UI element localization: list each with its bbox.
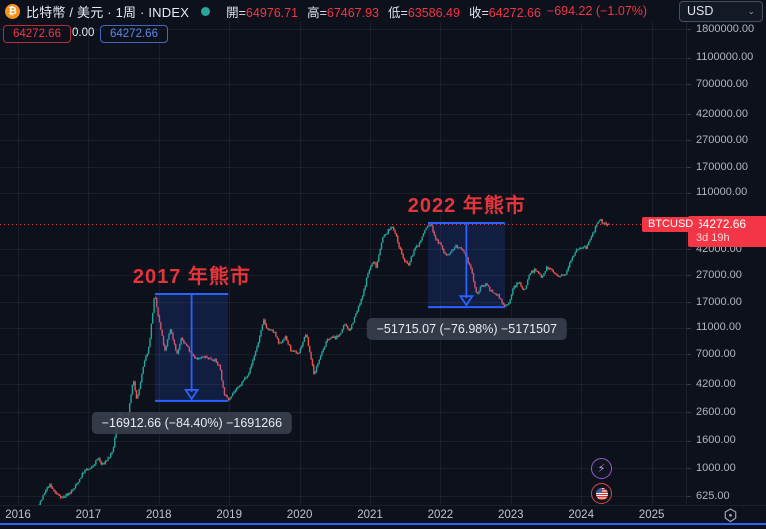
price-tick-mark xyxy=(687,412,691,414)
price-tick-label: 700000.00 xyxy=(696,77,748,90)
price-tick-label: 7000.00 xyxy=(696,347,736,360)
current-price-tag: 64272.66 3d 19h xyxy=(688,216,766,247)
price-tick-mark xyxy=(687,384,691,386)
ohlc-item: 高=67467.93 xyxy=(307,5,380,20)
price-tick-label: 11000.00 xyxy=(696,321,742,334)
alert-price-badge-red[interactable]: 64272.66 xyxy=(3,25,71,43)
bear-market-annotation[interactable]: 2022 年熊市 xyxy=(407,194,526,217)
measurement-result-label: −51715.07 (−76.98%) −5171507 xyxy=(366,317,567,340)
price-tick-label: 625.00 xyxy=(696,489,730,502)
price-change: −694.22 (−1.07%) xyxy=(546,4,647,18)
year-tick-label: 2019 xyxy=(216,509,242,521)
event-marker-us-economy[interactable] xyxy=(591,483,612,504)
alert-price-badge-blue[interactable]: 64272.66 xyxy=(100,25,168,43)
measurement-result-label: −16912.66 (−84.40%) −1691266 xyxy=(91,411,293,434)
price-tick-label: 420000.00 xyxy=(696,107,748,120)
price-tick-label: 110000.00 xyxy=(696,186,748,199)
chevron-down-icon: ⌄ xyxy=(747,5,755,16)
price-tick-label: 1600.00 xyxy=(696,434,736,447)
market-status-icon xyxy=(201,6,211,16)
year-tick-label: 2016 xyxy=(5,509,31,521)
year-tick-label: 2022 xyxy=(427,509,454,521)
price-tick-label: 27000.00 xyxy=(696,268,742,281)
chart-toolbar: ₿ 比特幣 / 美元 · 1周 · INDEX 開=64976.71 高=6746… xyxy=(0,0,766,22)
currency-value: USD xyxy=(687,4,714,18)
time-axis-settings-icon[interactable] xyxy=(722,507,739,524)
price-tick-label: 4200.00 xyxy=(696,377,736,390)
price-range-measurement[interactable] xyxy=(428,221,506,308)
price-tick-label: 270000.00 xyxy=(696,133,748,146)
ohlc-item: 低=63586.49 xyxy=(388,5,460,20)
spread-value: 0.00 xyxy=(72,27,95,39)
price-tick-mark xyxy=(687,84,691,86)
currency-dropdown[interactable]: USD ⌄ xyxy=(679,0,763,22)
price-tick-mark xyxy=(687,167,691,169)
price-tick-mark xyxy=(687,29,691,30)
price-range-measurement[interactable] xyxy=(155,292,229,402)
price-tick-mark xyxy=(687,140,691,142)
year-tick-label: 2024 xyxy=(568,509,594,521)
year-tick-label: 2017 xyxy=(75,509,102,521)
price-tick-mark xyxy=(687,327,691,329)
bear-market-annotation[interactable]: 2017 年熊市 xyxy=(132,265,251,288)
price-tick-label: 1100000.00 xyxy=(696,51,754,64)
year-tick-label: 2020 xyxy=(286,509,313,521)
year-tick-label: 2018 xyxy=(146,509,172,521)
bitcoin-icon: ₿ xyxy=(5,3,20,19)
current-price: 64272.66 xyxy=(696,217,747,232)
price-tick-mark xyxy=(687,468,691,470)
year-tick-label: 2021 xyxy=(357,509,383,521)
price-axis[interactable]: 64272.66 3d 19h 1800000.00 1100000.00 7000… xyxy=(686,22,766,505)
symbol-price-line-tag: BTCUSD xyxy=(642,217,700,233)
ohlc-item: 開=64976.71 xyxy=(226,5,299,20)
price-tick-mark xyxy=(687,496,691,498)
year-tick-label: 2023 xyxy=(498,509,524,521)
price-tick-label: 1800000.00 xyxy=(696,22,755,35)
price-tick-mark xyxy=(687,275,691,277)
lightning-icon: ⚡ xyxy=(597,463,606,475)
price-tick-mark xyxy=(687,440,691,442)
ohlc-values: 開=64976.71 高=67467.93 低=63586.49 收=64272.66 xyxy=(226,2,541,21)
year-tick-label: 2025 xyxy=(638,509,665,521)
bottom-loading-bar xyxy=(0,523,766,525)
price-tick-mark xyxy=(687,249,691,251)
price-tick-mark xyxy=(687,354,691,356)
bar-countdown: 3d 19h xyxy=(696,231,730,244)
price-tick-mark xyxy=(687,57,691,59)
symbol-title[interactable]: 比特幣 / 美元 · 1周 · INDEX xyxy=(26,4,190,20)
price-tick-label: 170000.00 xyxy=(696,160,748,173)
price-tick-label: 1000.00 xyxy=(696,461,736,474)
event-marker-lightning[interactable]: ⚡ xyxy=(591,458,612,479)
us-flag-icon xyxy=(595,487,608,500)
price-tick-mark xyxy=(687,192,691,194)
price-tick-mark xyxy=(687,302,691,304)
price-tick-label: 2600.00 xyxy=(696,405,736,418)
time-axis[interactable]: 2016 2017 2018 2019 2020 2021 2022 2023 2024 2025 xyxy=(0,505,766,524)
price-tick-mark xyxy=(687,114,691,116)
price-tick-label: 17000.00 xyxy=(696,295,742,308)
ohlc-item: 收=64272.66 xyxy=(468,5,541,20)
